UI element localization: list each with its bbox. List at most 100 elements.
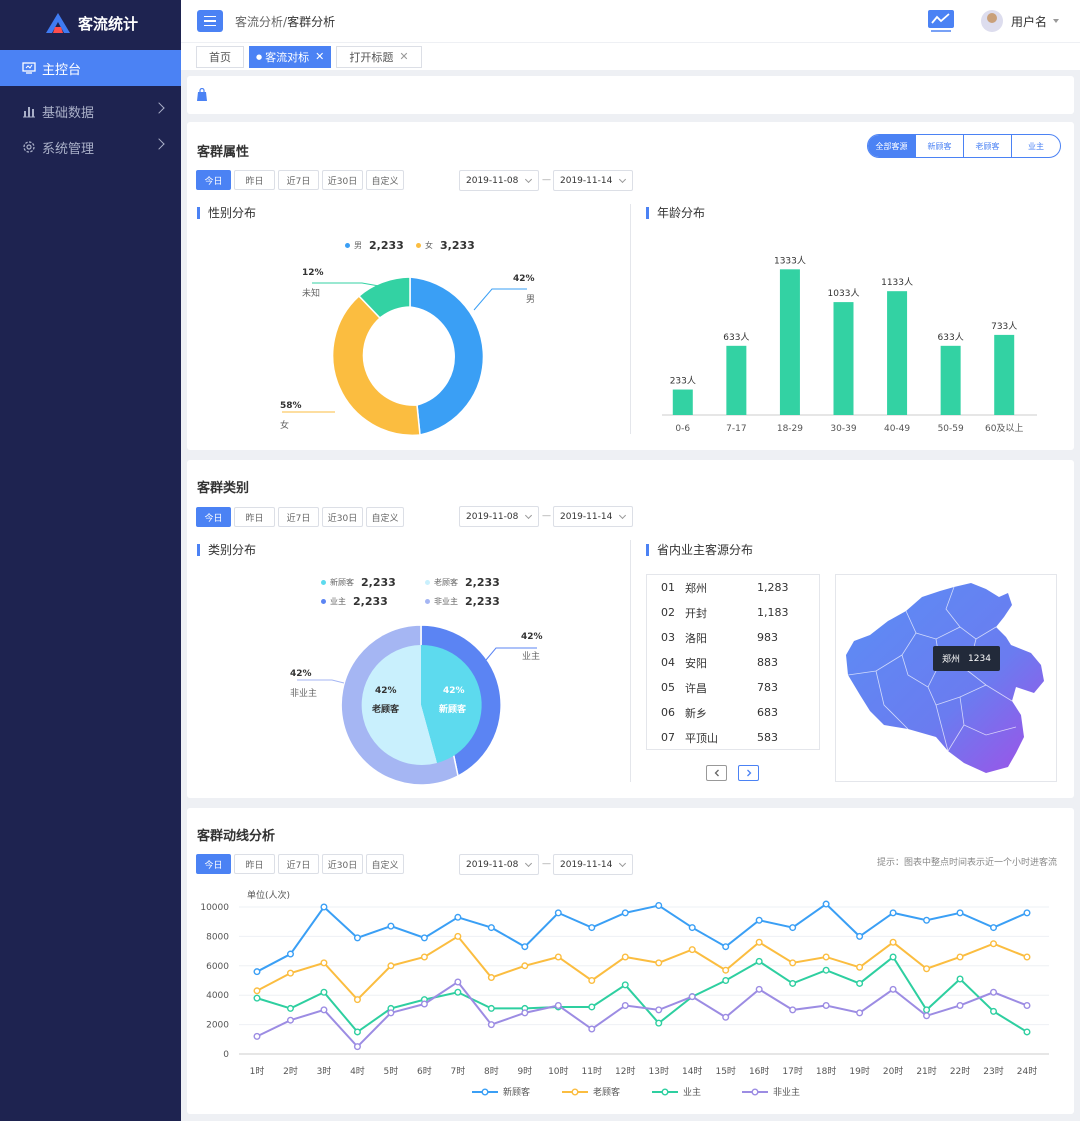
data-point[interactable] [253, 1032, 261, 1040]
data-point[interactable] [286, 950, 294, 958]
data-point[interactable] [420, 1000, 428, 1008]
data-point[interactable] [789, 979, 797, 987]
data-point[interactable] [320, 959, 328, 967]
start-date-select[interactable]: 2019-11-08 [459, 854, 539, 875]
data-point[interactable] [822, 1001, 830, 1009]
data-point[interactable] [1023, 909, 1031, 917]
data-point[interactable] [655, 1006, 663, 1014]
slice-female[interactable] [331, 294, 421, 437]
data-point[interactable] [755, 957, 763, 965]
data-point[interactable] [320, 903, 328, 911]
data-point[interactable] [789, 959, 797, 967]
series-line[interactable] [256, 902, 1028, 973]
last-30-days-button[interactable]: 近30日 [322, 507, 363, 527]
data-point[interactable] [286, 969, 294, 977]
last-30-days-button[interactable]: 近30日 [322, 854, 363, 874]
data-point[interactable] [923, 1012, 931, 1020]
tab-home[interactable]: 首页 [196, 45, 244, 68]
data-point[interactable] [822, 953, 830, 961]
data-point[interactable] [387, 962, 395, 970]
slice-new-customer[interactable] [421, 644, 482, 763]
data-point[interactable] [621, 1001, 629, 1009]
data-point[interactable] [487, 1004, 495, 1012]
data-point[interactable] [1023, 1001, 1031, 1009]
data-point[interactable] [588, 924, 596, 932]
close-icon[interactable]: ✕ [315, 50, 325, 63]
data-point[interactable] [956, 953, 964, 961]
start-date-select[interactable]: 2019-11-08 [459, 506, 539, 527]
data-point[interactable] [722, 943, 730, 951]
data-point[interactable] [454, 913, 462, 921]
data-point[interactable] [353, 934, 361, 942]
list-item[interactable]: 01 郑州 1,283 [647, 575, 819, 600]
data-point[interactable] [320, 988, 328, 996]
list-item[interactable]: 04 安阳 883 [647, 650, 819, 675]
data-point[interactable] [286, 1004, 294, 1012]
data-point[interactable] [420, 953, 428, 961]
age-bar[interactable] [833, 302, 854, 415]
data-point[interactable] [487, 974, 495, 982]
custom-range-button[interactable]: 自定义 [366, 170, 404, 190]
data-point[interactable] [789, 924, 797, 932]
data-point[interactable] [1023, 1028, 1031, 1036]
henan-map[interactable] [836, 575, 1056, 781]
data-point[interactable] [956, 909, 964, 917]
data-point[interactable] [990, 924, 998, 932]
series-line[interactable] [256, 955, 1028, 1034]
data-point[interactable] [387, 922, 395, 930]
start-date-select[interactable]: 2019-11-08 [459, 170, 539, 191]
segment-all[interactable]: 全部客源 [868, 135, 916, 157]
data-point[interactable] [755, 985, 763, 993]
data-point[interactable] [655, 902, 663, 910]
data-point[interactable] [353, 1028, 361, 1036]
slice-old-customer[interactable] [361, 645, 437, 765]
data-point[interactable] [554, 953, 562, 961]
age-bar[interactable] [887, 291, 908, 415]
data-point[interactable] [621, 953, 629, 961]
sidebar-item-basic-data[interactable]: 基础数据 [0, 93, 181, 129]
data-point[interactable] [722, 1013, 730, 1021]
data-point[interactable] [621, 981, 629, 989]
data-point[interactable] [353, 1043, 361, 1051]
age-bar[interactable] [994, 334, 1015, 415]
data-point[interactable] [454, 978, 462, 986]
tab-open-title[interactable]: 打开标题 ✕ [336, 45, 422, 68]
data-point[interactable] [655, 959, 663, 967]
list-item[interactable]: 07 平顶山 583 [647, 725, 819, 750]
data-point[interactable] [856, 979, 864, 987]
data-point[interactable] [353, 996, 361, 1004]
data-point[interactable] [688, 946, 696, 954]
data-point[interactable] [923, 965, 931, 973]
data-point[interactable] [454, 988, 462, 996]
data-point[interactable] [688, 993, 696, 1001]
data-point[interactable] [487, 1021, 495, 1029]
data-point[interactable] [990, 940, 998, 948]
yesterday-button[interactable]: 昨日 [234, 854, 275, 874]
data-point[interactable] [722, 976, 730, 984]
data-point[interactable] [253, 987, 261, 995]
data-point[interactable] [755, 938, 763, 946]
data-point[interactable] [990, 1007, 998, 1015]
end-date-select[interactable]: 2019-11-14 [553, 170, 633, 191]
data-point[interactable] [588, 1025, 596, 1033]
data-point[interactable] [454, 932, 462, 940]
breadcrumb-parent[interactable]: 客流分析 [235, 14, 284, 29]
data-point[interactable] [856, 1009, 864, 1017]
data-point[interactable] [822, 900, 830, 908]
list-item[interactable]: 03 洛阳 983 [647, 625, 819, 650]
data-point[interactable] [487, 924, 495, 932]
slice-male[interactable] [409, 276, 485, 436]
segment-new[interactable]: 新顾客 [916, 135, 964, 157]
today-button[interactable]: 今日 [196, 170, 231, 190]
data-point[interactable] [889, 938, 897, 946]
data-point[interactable] [856, 932, 864, 940]
last-7-days-button[interactable]: 近7日 [278, 507, 319, 527]
end-date-select[interactable]: 2019-11-14 [553, 506, 633, 527]
data-point[interactable] [253, 968, 261, 976]
age-bar[interactable] [726, 345, 747, 415]
last-7-days-button[interactable]: 近7日 [278, 170, 319, 190]
series-line[interactable] [256, 935, 1028, 1002]
data-point[interactable] [320, 1006, 328, 1014]
data-point[interactable] [856, 963, 864, 971]
data-point[interactable] [554, 909, 562, 917]
